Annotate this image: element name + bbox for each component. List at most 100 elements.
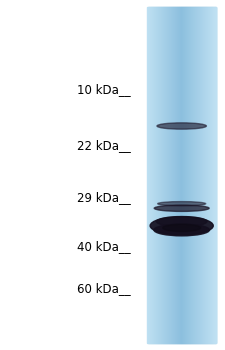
- Bar: [163, 7, 164, 343]
- Bar: [197, 7, 198, 343]
- Bar: [202, 7, 203, 343]
- Bar: [203, 7, 204, 343]
- Ellipse shape: [158, 202, 206, 206]
- Bar: [200, 7, 201, 343]
- Bar: [159, 7, 160, 343]
- Bar: [170, 7, 171, 343]
- Bar: [195, 7, 196, 343]
- Bar: [162, 7, 163, 343]
- Bar: [175, 7, 176, 343]
- Bar: [168, 7, 169, 343]
- Bar: [184, 7, 185, 343]
- Bar: [201, 7, 202, 343]
- Bar: [205, 7, 206, 343]
- Bar: [206, 7, 207, 343]
- Bar: [151, 7, 152, 343]
- Ellipse shape: [154, 224, 209, 236]
- Bar: [189, 7, 190, 343]
- Bar: [147, 7, 148, 343]
- Text: 29 kDa__: 29 kDa__: [77, 191, 130, 204]
- Bar: [209, 7, 210, 343]
- Bar: [169, 7, 170, 343]
- Bar: [213, 7, 214, 343]
- Bar: [195, 7, 196, 343]
- Bar: [182, 7, 183, 343]
- Bar: [175, 7, 176, 343]
- Bar: [183, 7, 184, 343]
- Bar: [179, 7, 180, 343]
- Bar: [187, 7, 188, 343]
- Bar: [172, 7, 173, 343]
- Text: 60 kDa__: 60 kDa__: [77, 282, 130, 295]
- Bar: [165, 7, 166, 343]
- Bar: [194, 7, 195, 343]
- Bar: [177, 7, 178, 343]
- Text: 10 kDa__: 10 kDa__: [77, 83, 130, 96]
- Bar: [150, 7, 151, 343]
- Bar: [199, 7, 200, 343]
- Bar: [185, 7, 186, 343]
- Bar: [201, 7, 202, 343]
- Bar: [186, 7, 187, 343]
- Bar: [191, 7, 192, 343]
- Bar: [183, 7, 184, 343]
- Bar: [207, 7, 208, 343]
- Bar: [211, 7, 212, 343]
- Bar: [171, 7, 172, 343]
- Bar: [150, 7, 151, 343]
- Bar: [176, 7, 177, 343]
- Ellipse shape: [156, 217, 207, 226]
- Bar: [186, 7, 187, 343]
- Bar: [184, 7, 185, 343]
- Bar: [210, 7, 211, 343]
- Bar: [158, 7, 159, 343]
- Bar: [208, 7, 209, 343]
- Bar: [163, 7, 164, 343]
- Bar: [173, 7, 174, 343]
- Bar: [192, 7, 193, 343]
- Bar: [149, 7, 150, 343]
- Bar: [159, 7, 160, 343]
- Bar: [166, 7, 167, 343]
- Bar: [188, 7, 189, 343]
- Bar: [193, 7, 194, 343]
- Bar: [181, 7, 182, 343]
- Bar: [215, 7, 216, 343]
- Bar: [173, 7, 174, 343]
- Bar: [185, 7, 186, 343]
- Bar: [177, 7, 178, 343]
- Bar: [152, 7, 153, 343]
- Bar: [191, 7, 192, 343]
- Bar: [204, 7, 205, 343]
- Bar: [152, 7, 153, 343]
- Bar: [189, 7, 190, 343]
- Bar: [151, 7, 152, 343]
- Ellipse shape: [157, 123, 206, 129]
- Bar: [164, 7, 165, 343]
- Bar: [167, 7, 168, 343]
- Bar: [214, 7, 215, 343]
- Bar: [203, 7, 204, 343]
- Bar: [181, 7, 182, 343]
- Bar: [198, 7, 199, 343]
- Bar: [160, 7, 161, 343]
- Bar: [156, 7, 157, 343]
- Bar: [205, 7, 206, 343]
- Bar: [214, 7, 215, 343]
- Bar: [207, 7, 208, 343]
- Bar: [176, 7, 177, 343]
- Ellipse shape: [163, 224, 201, 231]
- Bar: [158, 7, 159, 343]
- Bar: [148, 7, 149, 343]
- Ellipse shape: [154, 205, 209, 211]
- Bar: [178, 7, 179, 343]
- Text: 22 kDa__: 22 kDa__: [77, 139, 130, 152]
- Bar: [165, 7, 166, 343]
- Bar: [153, 7, 154, 343]
- Bar: [164, 7, 165, 343]
- Bar: [182, 7, 183, 343]
- Bar: [180, 7, 181, 343]
- Bar: [190, 7, 191, 343]
- Bar: [156, 7, 157, 343]
- Bar: [168, 7, 169, 343]
